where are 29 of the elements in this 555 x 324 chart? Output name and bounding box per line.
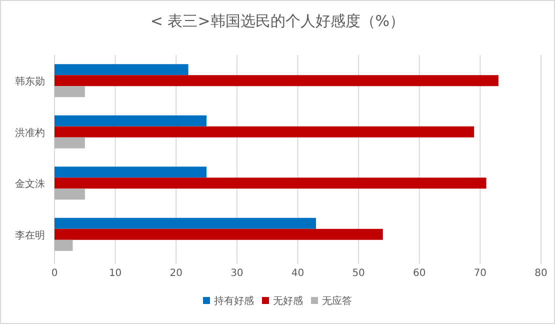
bar	[54, 75, 498, 86]
x-tick-label: 60	[413, 268, 426, 279]
bar	[54, 228, 383, 240]
bar	[54, 218, 316, 229]
bar	[54, 178, 486, 189]
x-tick-label: 20	[170, 268, 182, 279]
bar	[54, 126, 474, 138]
x-tick-label: 0	[51, 268, 58, 279]
x-tick-label: 30	[230, 268, 244, 279]
x-tick-label: 10	[108, 268, 122, 279]
chart-title: < 表三>韩国选民的个人好感度（%）	[150, 12, 405, 30]
legend-label: 无应答	[322, 295, 352, 307]
x-tick-label: 70	[474, 268, 487, 279]
y-tick-label: 洪准杓	[15, 126, 45, 139]
bar	[54, 115, 207, 126]
bar	[54, 64, 188, 76]
bar	[54, 240, 73, 251]
y-tick-label: 韩东勋	[15, 76, 45, 88]
x-tick-label: 50	[352, 268, 365, 279]
bar	[54, 188, 85, 200]
bar	[54, 166, 207, 178]
bar	[54, 86, 85, 98]
bar	[54, 137, 85, 148]
legend-label: 持有好感	[214, 295, 254, 307]
legend-label: 无好感	[273, 295, 303, 307]
x-tick-label: 80	[534, 268, 548, 279]
x-tick-label: 40	[291, 268, 304, 279]
y-tick-label: 李在明	[15, 229, 45, 242]
y-tick-label: 金文洙	[15, 178, 45, 190]
